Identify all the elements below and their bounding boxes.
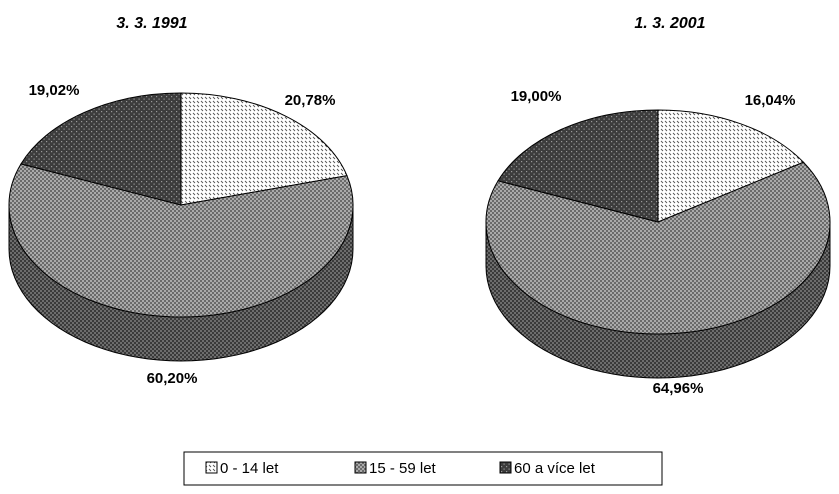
legend-label-1: 0 - 14 let xyxy=(220,460,279,477)
legend-swatch-3 xyxy=(499,461,512,474)
pie-chart-1: 3. 3. 1991 20,78% 60,20% 19,02% xyxy=(8,15,354,387)
data-label-2-2: 64,96% xyxy=(653,380,704,397)
legend: 0 - 14 let 15 - 59 let 60 a více let xyxy=(183,451,663,486)
pie-slice-2-2 xyxy=(485,161,831,335)
legend-swatch-1 xyxy=(205,461,218,474)
pie-slice-1-1 xyxy=(180,92,348,206)
data-label-2-3: 19,00% xyxy=(511,88,562,105)
legend-swatch-2 xyxy=(354,461,367,474)
legend-box xyxy=(183,451,663,486)
legend-label-3: 60 a více let xyxy=(514,460,596,477)
chart-title-1: 3. 3. 1991 xyxy=(116,15,187,32)
legend-item-1: 0 - 14 let xyxy=(205,460,279,477)
pie-chart-2: 1. 3. 2001 16,04% 64,96% 19,00% xyxy=(485,15,831,397)
data-label-1-1: 20,78% xyxy=(285,92,336,109)
data-label-1-2: 60,20% xyxy=(147,370,198,387)
pie-slice-1-2 xyxy=(8,163,354,318)
chart-title-2: 1. 3. 2001 xyxy=(634,15,705,32)
legend-label-2: 15 - 59 let xyxy=(369,460,437,477)
pie-slice-1-3 xyxy=(20,92,182,206)
legend-item-2: 15 - 59 let xyxy=(354,460,437,477)
pie-slice-2-1 xyxy=(657,109,805,223)
legend-item-3: 60 a více let xyxy=(499,460,596,477)
data-label-2-1: 16,04% xyxy=(745,92,796,109)
pie-slice-2-3 xyxy=(497,109,659,223)
data-label-1-3: 19,02% xyxy=(29,82,80,99)
